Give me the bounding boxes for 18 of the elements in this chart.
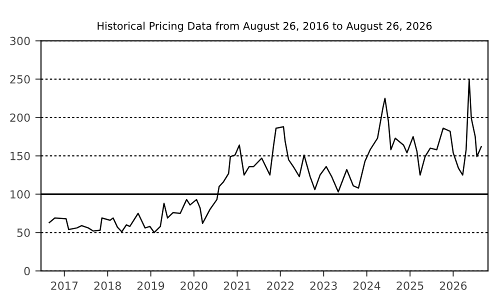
y-tick-label: 100 bbox=[10, 190, 30, 199]
y-tick-label: 250 bbox=[10, 75, 30, 84]
x-tick-label: 2024 bbox=[353, 282, 380, 290]
x-tick-label: 2026 bbox=[440, 282, 467, 290]
x-tick-label: 2022 bbox=[267, 282, 294, 290]
x-tick-label: 2019 bbox=[137, 282, 164, 290]
x-tick-label: 2023 bbox=[310, 282, 337, 290]
y-tick-label: 200 bbox=[10, 113, 30, 122]
x-tick-label: 2018 bbox=[94, 282, 121, 290]
y-tick-label: 0 bbox=[24, 266, 30, 276]
y-tick-label: 300 bbox=[10, 36, 30, 46]
x-tick-label: 2017 bbox=[51, 282, 78, 290]
x-tick-label: 2020 bbox=[180, 282, 208, 290]
chart-title: Historical Pricing Data from August 26, 2016 to August 26, 2026 bbox=[98, 22, 432, 32]
x-tick-label: 2021 bbox=[224, 282, 250, 290]
y-tick-label: 50 bbox=[17, 228, 30, 237]
x-tick-label: 2025 bbox=[396, 282, 424, 290]
y-tick-label: 150 bbox=[10, 152, 30, 160]
